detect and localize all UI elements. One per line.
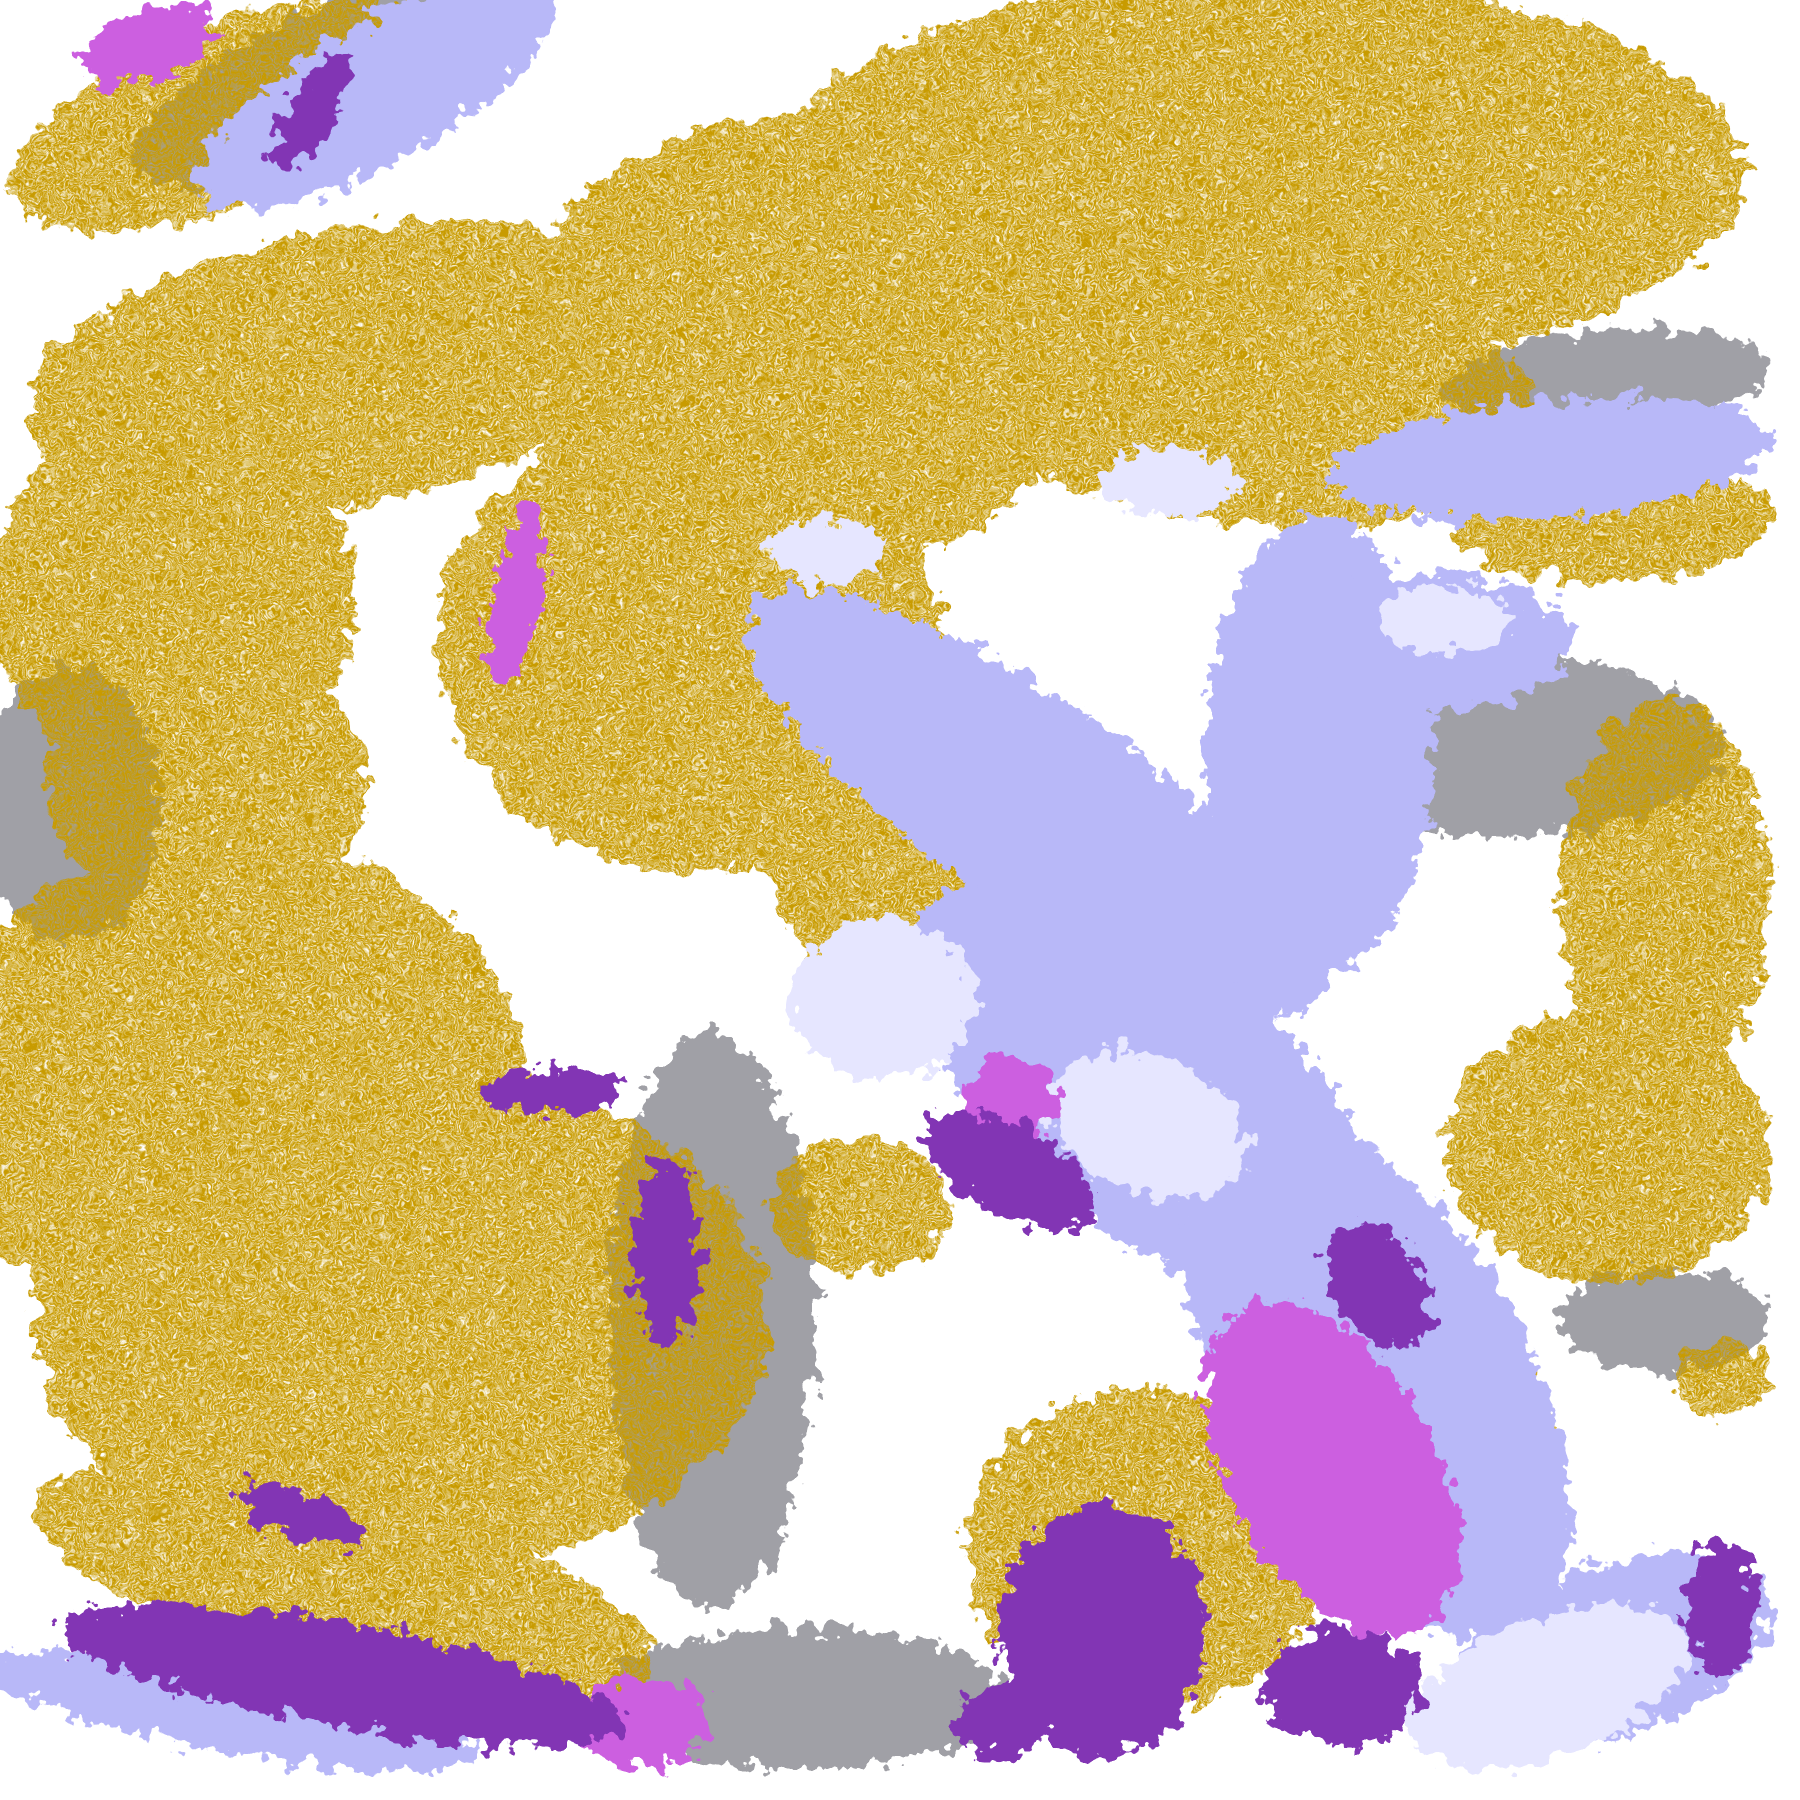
pale-lavender-cloud-region [1048, 1051, 1248, 1199]
gold-cloud-region [33, 1462, 656, 1706]
gold-cloud-region [34, 1067, 770, 1573]
purple-cloud-region [482, 1067, 620, 1114]
pale-lavender-cloud-region [792, 918, 976, 1080]
purple-cloud-region [1687, 1538, 1757, 1677]
magenta-cloud-region [1203, 1302, 1460, 1637]
pale-lavender-cloud-layer [769, 447, 1692, 1771]
purple-cloud-region [270, 54, 350, 176]
magenta-cloud-region [488, 506, 545, 688]
purple-cloud-region [233, 1483, 364, 1548]
lavender-cloud-region [0, 1650, 476, 1771]
gold-cloud-region [769, 1136, 953, 1275]
gold-cloud-region [1444, 1012, 1770, 1284]
purple-cloud-layer [61, 54, 1757, 1757]
pale-lavender-cloud-region [1377, 585, 1516, 655]
purple-cloud-region [61, 1604, 628, 1748]
magenta-cloud-region [83, 5, 216, 86]
purple-cloud-region [1324, 1221, 1431, 1350]
pale-lavender-cloud-region [769, 516, 884, 586]
gold-cloud-layer [0, 0, 1770, 1711]
purple-cloud-region [631, 1159, 701, 1344]
purple-cloud-region [998, 1503, 1206, 1757]
pale-lavender-cloud-region [1102, 447, 1240, 517]
lavender-cloud-region [1329, 396, 1770, 522]
purple-cloud-region [1262, 1630, 1424, 1745]
purple-cloud-region [927, 1110, 1093, 1232]
gold-cloud-region [1559, 699, 1770, 1092]
pale-lavender-cloud-region [1408, 1605, 1692, 1771]
gold-cloud-region [1673, 1339, 1770, 1416]
gold-cloud-region [45, 642, 368, 919]
purple-cloud-region [952, 1687, 1045, 1757]
magenta-cloud-region [573, 1676, 712, 1768]
lavender-cloud-region [744, 588, 1322, 1019]
